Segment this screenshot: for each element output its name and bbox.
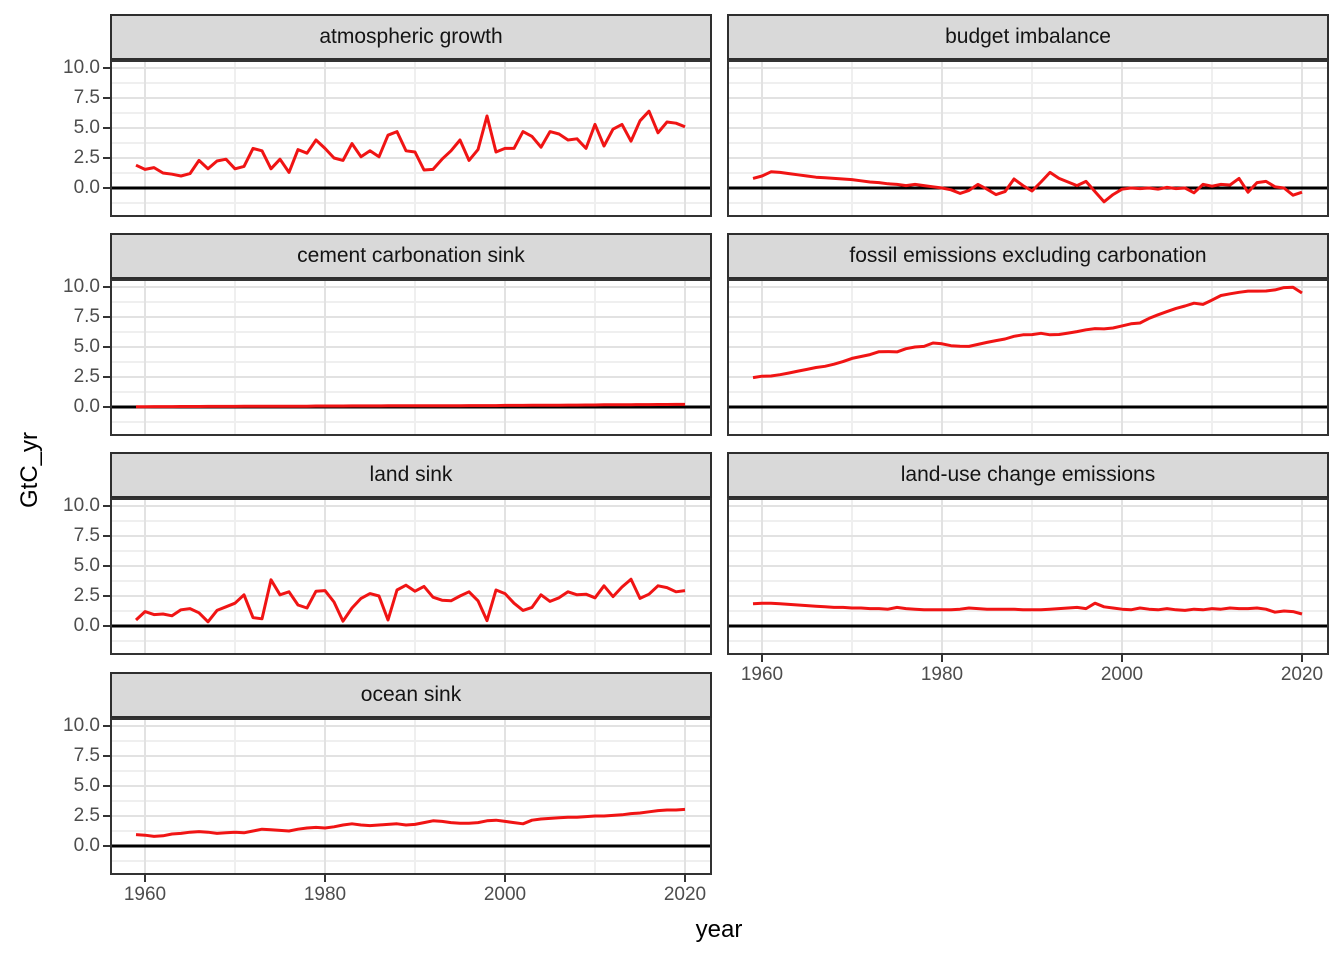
y-tick-mark	[103, 565, 110, 567]
y-tick-label: 5.0	[73, 117, 100, 138]
x-tick-label: 2020	[663, 884, 707, 905]
series-line-budget-imbalance	[752, 170, 1303, 204]
y-tick-mark	[103, 346, 110, 348]
y-tick-label: 5.0	[73, 555, 100, 576]
facet-strip-fossil-emissions-excluding-carbonation: fossil emissions excluding carbonation	[727, 233, 1329, 279]
series-line-land-use-change-emissions	[752, 601, 1303, 616]
y-tick-label: 0.0	[73, 835, 100, 856]
facet-strip-label-cement-carbonation-sink: cement carbonation sink	[297, 244, 525, 267]
y-tick-mark	[103, 157, 110, 159]
series-line-fossil-emissions-excluding-carbonation	[752, 285, 1303, 380]
x-tick-label: 2020	[1280, 664, 1324, 685]
y-tick-label: 10.0	[63, 495, 100, 516]
x-tick-mark	[1301, 655, 1303, 662]
y-tick-mark	[103, 187, 110, 189]
x-tick-mark	[144, 875, 146, 882]
y-axis-title: GtC_yr	[16, 432, 43, 509]
y-tick-label: 7.5	[73, 745, 100, 766]
y-tick-mark	[103, 785, 110, 787]
x-tick-mark	[1121, 655, 1123, 662]
x-tick-label: 2000	[483, 884, 527, 905]
y-tick-mark	[103, 97, 110, 99]
y-tick-label: 2.5	[73, 805, 100, 826]
y-tick-mark	[103, 286, 110, 288]
y-tick-label: 2.5	[73, 147, 100, 168]
facet-strip-label-fossil-emissions-excluding-carbonation: fossil emissions excluding carbonation	[849, 244, 1207, 267]
y-tick-mark	[103, 376, 110, 378]
x-tick-label: 1980	[303, 884, 347, 905]
x-tick-label: 2000	[1100, 664, 1144, 685]
y-tick-label: 0.0	[73, 615, 100, 636]
y-tick-label: 0.0	[73, 177, 100, 198]
x-tick-label: 1960	[740, 664, 784, 685]
y-tick-mark	[103, 845, 110, 847]
panel-border	[727, 498, 1329, 655]
x-axis-title: year	[695, 916, 743, 943]
y-tick-label: 10.0	[63, 276, 100, 297]
facet-strip-ocean-sink: ocean sink	[110, 672, 712, 718]
facet-strip-land-sink: land sink	[110, 452, 712, 498]
panel-border	[110, 498, 712, 655]
facet-panel-land-use-change-emissions	[727, 498, 1329, 655]
facet-strip-cement-carbonation-sink: cement carbonation sink	[110, 233, 712, 279]
y-tick-label: 2.5	[73, 366, 100, 387]
series-line-cement-carbonation-sink	[136, 402, 685, 409]
facet-panel-budget-imbalance	[727, 60, 1329, 217]
y-tick-label: 5.0	[73, 775, 100, 796]
facet-panel-cement-carbonation-sink	[110, 279, 712, 436]
facet-panel-fossil-emissions-excluding-carbonation	[727, 279, 1329, 436]
x-tick-mark	[324, 875, 326, 882]
x-tick-mark	[684, 875, 686, 882]
y-tick-mark	[103, 406, 110, 408]
y-tick-mark	[103, 815, 110, 817]
facet-strip-label-land-use-change-emissions: land-use change emissions	[900, 463, 1156, 486]
x-tick-mark	[504, 875, 506, 882]
y-tick-label: 2.5	[73, 585, 100, 606]
y-tick-mark	[103, 725, 110, 727]
facet-strip-budget-imbalance: budget imbalance	[727, 14, 1329, 60]
x-tick-mark	[941, 655, 943, 662]
y-tick-mark	[103, 535, 110, 537]
y-tick-mark	[103, 127, 110, 129]
y-tick-mark	[103, 595, 110, 597]
x-tick-mark	[761, 655, 763, 662]
y-tick-mark	[103, 625, 110, 627]
series-line-land-sink	[134, 577, 686, 624]
y-tick-mark	[103, 316, 110, 318]
facet-strip-atmospheric-growth: atmospheric growth	[110, 14, 712, 60]
y-tick-label: 7.5	[73, 87, 100, 108]
y-tick-label: 10.0	[63, 57, 100, 78]
panel-border	[110, 60, 712, 217]
facet-strip-label-atmospheric-growth: atmospheric growth	[319, 25, 503, 48]
facet-strip-label-land-sink: land sink	[369, 463, 453, 486]
series-line-ocean-sink	[135, 807, 686, 838]
panel-border	[727, 60, 1329, 217]
x-tick-label: 1960	[123, 884, 167, 905]
y-tick-label: 10.0	[63, 715, 100, 736]
x-tick-label: 1980	[920, 664, 964, 685]
facet-strip-label-budget-imbalance: budget imbalance	[945, 25, 1111, 48]
facet-strip-label-ocean-sink: ocean sink	[360, 683, 462, 706]
facet-panel-land-sink	[110, 498, 712, 655]
panel-border	[727, 279, 1329, 436]
facet-panel-ocean-sink	[110, 718, 712, 875]
y-tick-label: 7.5	[73, 306, 100, 327]
y-tick-label: 7.5	[73, 525, 100, 546]
facet-panel-atmospheric-growth	[110, 60, 712, 217]
y-tick-label: 5.0	[73, 336, 100, 357]
y-tick-mark	[103, 505, 110, 507]
facet-strip-land-use-change-emissions: land-use change emissions	[727, 452, 1329, 498]
panel-border	[110, 718, 712, 875]
y-tick-mark	[103, 755, 110, 757]
panel-border	[110, 279, 712, 436]
series-line-atmospheric-growth	[135, 109, 686, 178]
y-tick-label: 0.0	[73, 396, 100, 417]
y-tick-mark	[103, 67, 110, 69]
